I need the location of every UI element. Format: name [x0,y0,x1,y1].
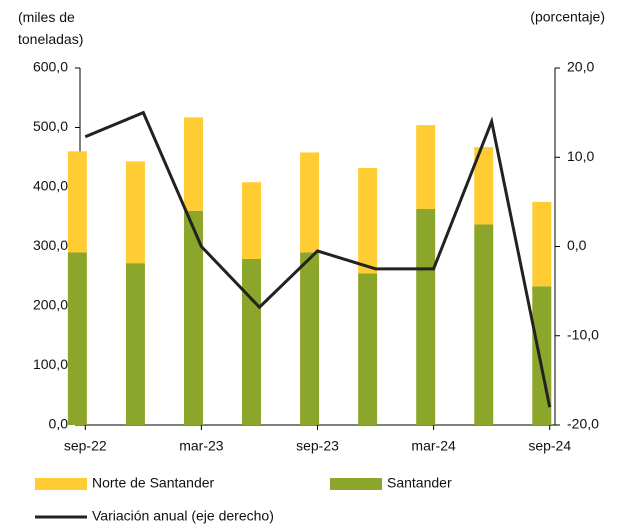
legend-label: Variación anual (eje derecho) [92,508,274,524]
legend-label: Santander [387,475,452,491]
bar [183,117,203,211]
bar [67,252,87,425]
bar [532,201,552,287]
x-tick-label: sep-24 [528,438,571,454]
bar [358,273,378,425]
bar [183,210,203,425]
y-axis-label: (miles de toneladas) [18,9,83,47]
bar [416,209,436,425]
bar [474,147,494,225]
y2-tick-label: -20,0 [567,416,599,432]
bar [125,161,145,264]
y-tick-label: 400,0 [33,178,68,194]
y-tick-label: 600,0 [33,59,68,75]
bar [474,224,494,425]
bar [125,263,145,425]
bar [300,152,320,253]
line [84,110,552,408]
x-tick-label: sep-23 [296,438,339,454]
bar [416,125,436,210]
bar [242,182,262,259]
y-tick-label: 100,0 [33,356,68,372]
y-tick-label: 300,0 [33,237,68,253]
y-tick-label: 0,0 [49,416,69,432]
bar [67,151,87,253]
y2-tick-label: 0,0 [567,237,587,253]
legend-swatch [35,478,87,490]
y-tick-label: 500,0 [33,118,68,134]
y2-axis-label: (porcentaje) [530,9,605,25]
bar [300,252,320,425]
y2-tick-label: 20,0 [567,59,594,75]
y-tick-label: 200,0 [33,297,68,313]
bar [358,167,378,274]
legend-swatch [330,478,382,490]
y2-tick-label: -10,0 [567,326,599,342]
x-tick-label: mar-23 [179,438,224,454]
bar [242,258,262,425]
y2-tick-label: 10,0 [567,148,594,164]
x-tick-label: mar-24 [411,438,456,454]
x-tick-label: sep-22 [64,438,107,454]
legend-label: Norte de Santander [92,475,215,491]
